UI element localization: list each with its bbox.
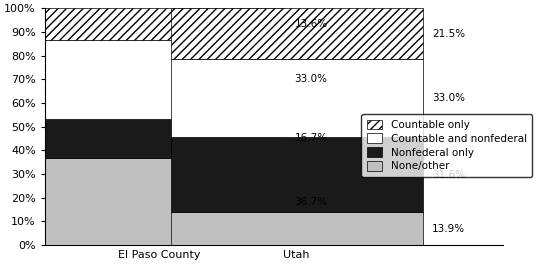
Text: 13.9%: 13.9% [432,224,465,234]
Bar [33,8,285,40]
Text: 13.6%: 13.6% [294,19,328,29]
Bar [171,8,423,59]
Text: 33.0%: 33.0% [294,74,328,84]
Bar [171,59,423,137]
Legend: Countable only, Countable and nonfederal, Nonfederal only, None/other: Countable only, Countable and nonfederal… [362,114,532,177]
Bar [171,137,423,212]
Text: 36.7%: 36.7% [294,196,328,206]
Bar [33,119,285,158]
Text: 31.6%: 31.6% [432,170,465,180]
Bar [171,212,423,245]
Text: 16.7%: 16.7% [294,133,328,143]
Bar [33,40,285,119]
Text: 33.0%: 33.0% [432,93,465,103]
Bar [33,158,285,245]
Text: 21.5%: 21.5% [432,29,465,39]
